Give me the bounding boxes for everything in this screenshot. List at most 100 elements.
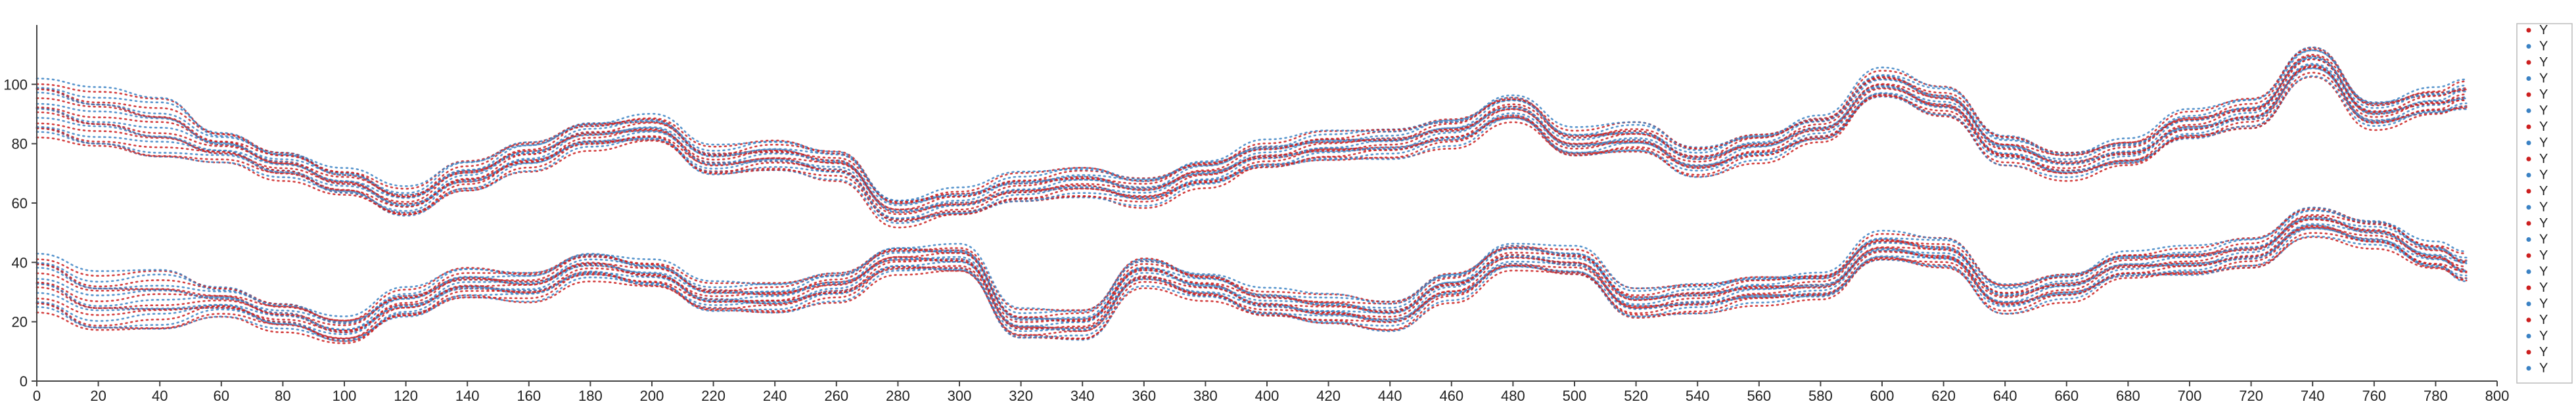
- legend-label: Y: [2539, 168, 2548, 183]
- x-tick-label: 500: [1563, 388, 1587, 404]
- trajectory-lower-19: [35, 206, 2468, 325]
- y-tick-label: 60: [12, 195, 28, 212]
- x-tick-label: 660: [2054, 388, 2079, 404]
- x-tick-label: 220: [701, 388, 725, 404]
- trajectory-upper-13: [35, 57, 2468, 214]
- legend-marker: [2526, 302, 2531, 306]
- legend-marker: [2526, 28, 2531, 33]
- legend-label: Y: [2539, 313, 2548, 327]
- x-tick-label: 80: [275, 388, 290, 404]
- trajectory-upper-3: [35, 67, 2468, 219]
- x-tick-label: 200: [640, 388, 664, 404]
- x-tick-label: 780: [2424, 388, 2448, 404]
- legend-marker: [2526, 173, 2531, 177]
- legend-label: Y: [2539, 39, 2548, 54]
- x-tick-label: 640: [1993, 388, 2017, 404]
- legend-label: Y: [2539, 104, 2548, 118]
- legend-label: Y: [2539, 248, 2548, 263]
- trajectory-lower-18: [35, 206, 2468, 325]
- legend-label: Y: [2539, 281, 2548, 295]
- x-tick-label: 360: [1132, 388, 1156, 404]
- legend-label: Y: [2539, 297, 2548, 311]
- x-tick-label: 60: [214, 388, 229, 404]
- x-tick-label: 140: [455, 388, 480, 404]
- trajectory-lower-5: [35, 224, 2468, 342]
- x-tick-label: 120: [394, 388, 418, 404]
- x-tick-label: 720: [2239, 388, 2263, 404]
- trajectory-layer: [35, 46, 2468, 344]
- legend-marker: [2526, 108, 2531, 113]
- legend-label: Y: [2539, 233, 2548, 247]
- trajectory-lower-17: [35, 210, 2468, 323]
- legend-marker: [2526, 269, 2531, 274]
- x-tick-label: 600: [1870, 388, 1895, 404]
- x-tick-label: 520: [1624, 388, 1648, 404]
- legend-marker: [2526, 237, 2531, 242]
- trajectory-upper-0: [35, 76, 2468, 229]
- legend-marker: [2526, 366, 2531, 371]
- x-tick-label: 480: [1501, 388, 1525, 404]
- trajectory-upper-4: [35, 64, 2468, 221]
- trajectory-upper-1: [35, 75, 2468, 224]
- legend-box: [2516, 23, 2573, 384]
- x-tick-label: 700: [2178, 388, 2202, 404]
- trajectory-lower-11: [35, 216, 2468, 334]
- trajectory-lower-3: [35, 227, 2468, 340]
- trajectory-lower-21: [35, 210, 2468, 317]
- legend-marker: [2526, 156, 2531, 162]
- legend-marker: [2526, 76, 2531, 81]
- x-tick-label: 400: [1255, 388, 1279, 404]
- legend-label: Y: [2539, 120, 2548, 134]
- trajectory-lower-10: [35, 218, 2468, 332]
- legend-label: Y: [2539, 23, 2548, 37]
- legend-marker: [2526, 317, 2531, 323]
- x-tick-label: 320: [1009, 388, 1033, 404]
- legend-label: Y: [2539, 152, 2548, 166]
- x-tick-label: 180: [578, 388, 603, 404]
- legend-marker: [2526, 124, 2531, 129]
- x-tick-label: 100: [333, 388, 357, 404]
- x-tick-label: 460: [1439, 388, 1463, 404]
- x-tick-label: 800: [2485, 388, 2510, 404]
- x-tick-label: 740: [2301, 388, 2325, 404]
- legend-label: Y: [2539, 55, 2548, 70]
- trajectory-upper-19: [35, 46, 2468, 205]
- trajectory-lower-14: [35, 218, 2468, 327]
- trajectory-upper-14: [35, 58, 2468, 211]
- trajectory-upper-10: [35, 58, 2468, 211]
- legend-marker: [2526, 205, 2531, 210]
- legend-label: Y: [2539, 136, 2548, 150]
- x-tick-label: 300: [948, 388, 972, 404]
- legend-label: Y: [2539, 72, 2548, 86]
- legend-marker: [2526, 44, 2531, 49]
- trajectory-upper-15: [35, 57, 2468, 206]
- y-tick-label: 40: [12, 254, 28, 271]
- legend-label: Y: [2539, 329, 2548, 344]
- x-tick-label: 420: [1316, 388, 1341, 404]
- x-tick-label: 0: [33, 388, 41, 404]
- y-tick-label: 0: [20, 373, 28, 390]
- x-tick-label: 620: [1931, 388, 1956, 404]
- x-tick-label: 540: [1686, 388, 1710, 404]
- legend-marker: [2526, 189, 2531, 194]
- x-tick-label: 760: [2362, 388, 2386, 404]
- y-tick-label: 20: [12, 314, 28, 330]
- x-tick-label: 240: [763, 388, 787, 404]
- x-tick-label: 160: [517, 388, 541, 404]
- legend-label: Y: [2539, 200, 2548, 215]
- trajectory-lower-4: [35, 224, 2468, 342]
- legend-marker: [2526, 60, 2531, 65]
- trajectory-upper-20: [35, 48, 2468, 204]
- trajectory-upper-16: [35, 53, 2468, 203]
- x-tick-label: 40: [152, 388, 168, 404]
- trajectory-lower-9: [35, 223, 2468, 331]
- axes: 0 20 40 60 80 100 120 140 160 180 200 220 240 260 280 3…: [3, 25, 2509, 404]
- trajectory-upper-6: [35, 66, 2468, 223]
- trajectory-upper-18: [35, 46, 2468, 203]
- legend-marker: [2526, 221, 2531, 226]
- legend-label: Y: [2539, 184, 2548, 198]
- trajectory-upper-21: [35, 49, 2468, 202]
- legend-label: Y: [2539, 216, 2548, 231]
